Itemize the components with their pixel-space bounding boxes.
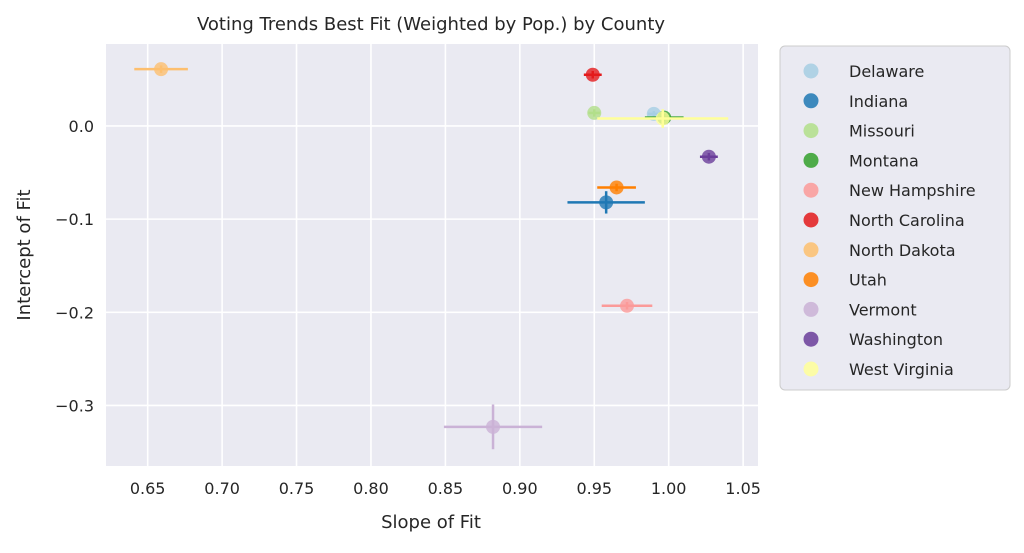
legend: Delaware Indiana Missouri Montana New Hampsh… [779, 45, 1011, 391]
x-tick-label: 0.90 [502, 479, 538, 498]
x-tick-label: 0.65 [130, 479, 166, 498]
y-tick-label: −0.1 [55, 210, 94, 229]
legend-label: Vermont [849, 300, 917, 319]
x-tick-label: 1.05 [725, 479, 761, 498]
x-tick-label: 0.95 [576, 479, 612, 498]
data-point-group [699, 149, 718, 164]
legend-item: Vermont [803, 300, 917, 319]
legend-marker [803, 212, 819, 228]
data-point-group [583, 67, 602, 82]
legend-marker [803, 93, 819, 109]
data-point [486, 419, 501, 434]
data-point [620, 298, 635, 313]
legend-item: West Virginia [803, 360, 954, 379]
y-tick-labels: 0.0 −0.1 −0.2 −0.3 [55, 117, 94, 415]
data-point [655, 111, 670, 126]
legend-item: Montana [803, 151, 919, 170]
x-axis-label: Slope of Fit [381, 512, 481, 533]
data-point-group [601, 298, 653, 313]
data-point-group [597, 180, 636, 195]
x-tick-labels: 0.65 0.70 0.75 0.80 0.85 0.90 0.95 1.00 1.05 [130, 479, 761, 498]
legend-item: Delaware [803, 62, 924, 81]
legend-item: North Dakota [803, 241, 956, 260]
legend-label: Washington [849, 330, 943, 349]
legend-item: Washington [803, 330, 943, 349]
legend-label: North Carolina [849, 211, 965, 230]
legend-marker [803, 272, 819, 288]
data-point-group [443, 404, 543, 450]
legend-item: Indiana [803, 92, 908, 111]
data-point-group [567, 191, 645, 214]
legend-label: Utah [849, 271, 887, 290]
legend-label: North Dakota [849, 241, 956, 260]
y-tick-label: 0.0 [69, 117, 94, 136]
data-point [585, 67, 600, 82]
y-axis-label: Intercept of Fit [14, 189, 35, 320]
y-tick-label: −0.3 [55, 396, 94, 415]
legend-marker [803, 361, 819, 377]
x-tick-label: 0.80 [353, 479, 389, 498]
legend-marker [803, 182, 819, 198]
data-point [609, 180, 624, 195]
data-point-group [597, 109, 729, 128]
legend-box [779, 45, 1011, 391]
x-tick-label: 0.85 [428, 479, 464, 498]
data-point [701, 149, 716, 164]
data-point [599, 195, 614, 210]
legend-item: Utah [803, 271, 887, 290]
data-point [587, 105, 602, 120]
data-point-group [134, 62, 188, 77]
legend-marker [803, 301, 819, 317]
legend-label: New Hampshire [849, 181, 976, 200]
legend-marker [803, 242, 819, 258]
legend-label: Indiana [849, 92, 908, 111]
legend-label: Delaware [849, 62, 924, 81]
legend-item: North Carolina [803, 211, 965, 230]
legend-marker [803, 152, 819, 168]
data-marks [134, 62, 729, 450]
legend-marker [803, 123, 819, 139]
chart-title: Voting Trends Best Fit (Weighted by Pop.… [197, 14, 665, 35]
legend-item: New Hampshire [803, 181, 976, 200]
legend-marker [803, 63, 819, 79]
legend-marker [803, 331, 819, 347]
legend-label: West Virginia [849, 360, 954, 379]
legend-label: Montana [849, 151, 919, 170]
data-point-group [587, 105, 602, 120]
plot-area [106, 44, 758, 466]
x-tick-label: 0.75 [279, 479, 315, 498]
legend-item: Missouri [803, 122, 915, 141]
x-tick-label: 1.00 [651, 479, 687, 498]
legend-label: Missouri [849, 122, 915, 141]
y-tick-label: −0.2 [55, 303, 94, 322]
x-tick-label: 0.70 [204, 479, 240, 498]
data-point [154, 62, 169, 77]
